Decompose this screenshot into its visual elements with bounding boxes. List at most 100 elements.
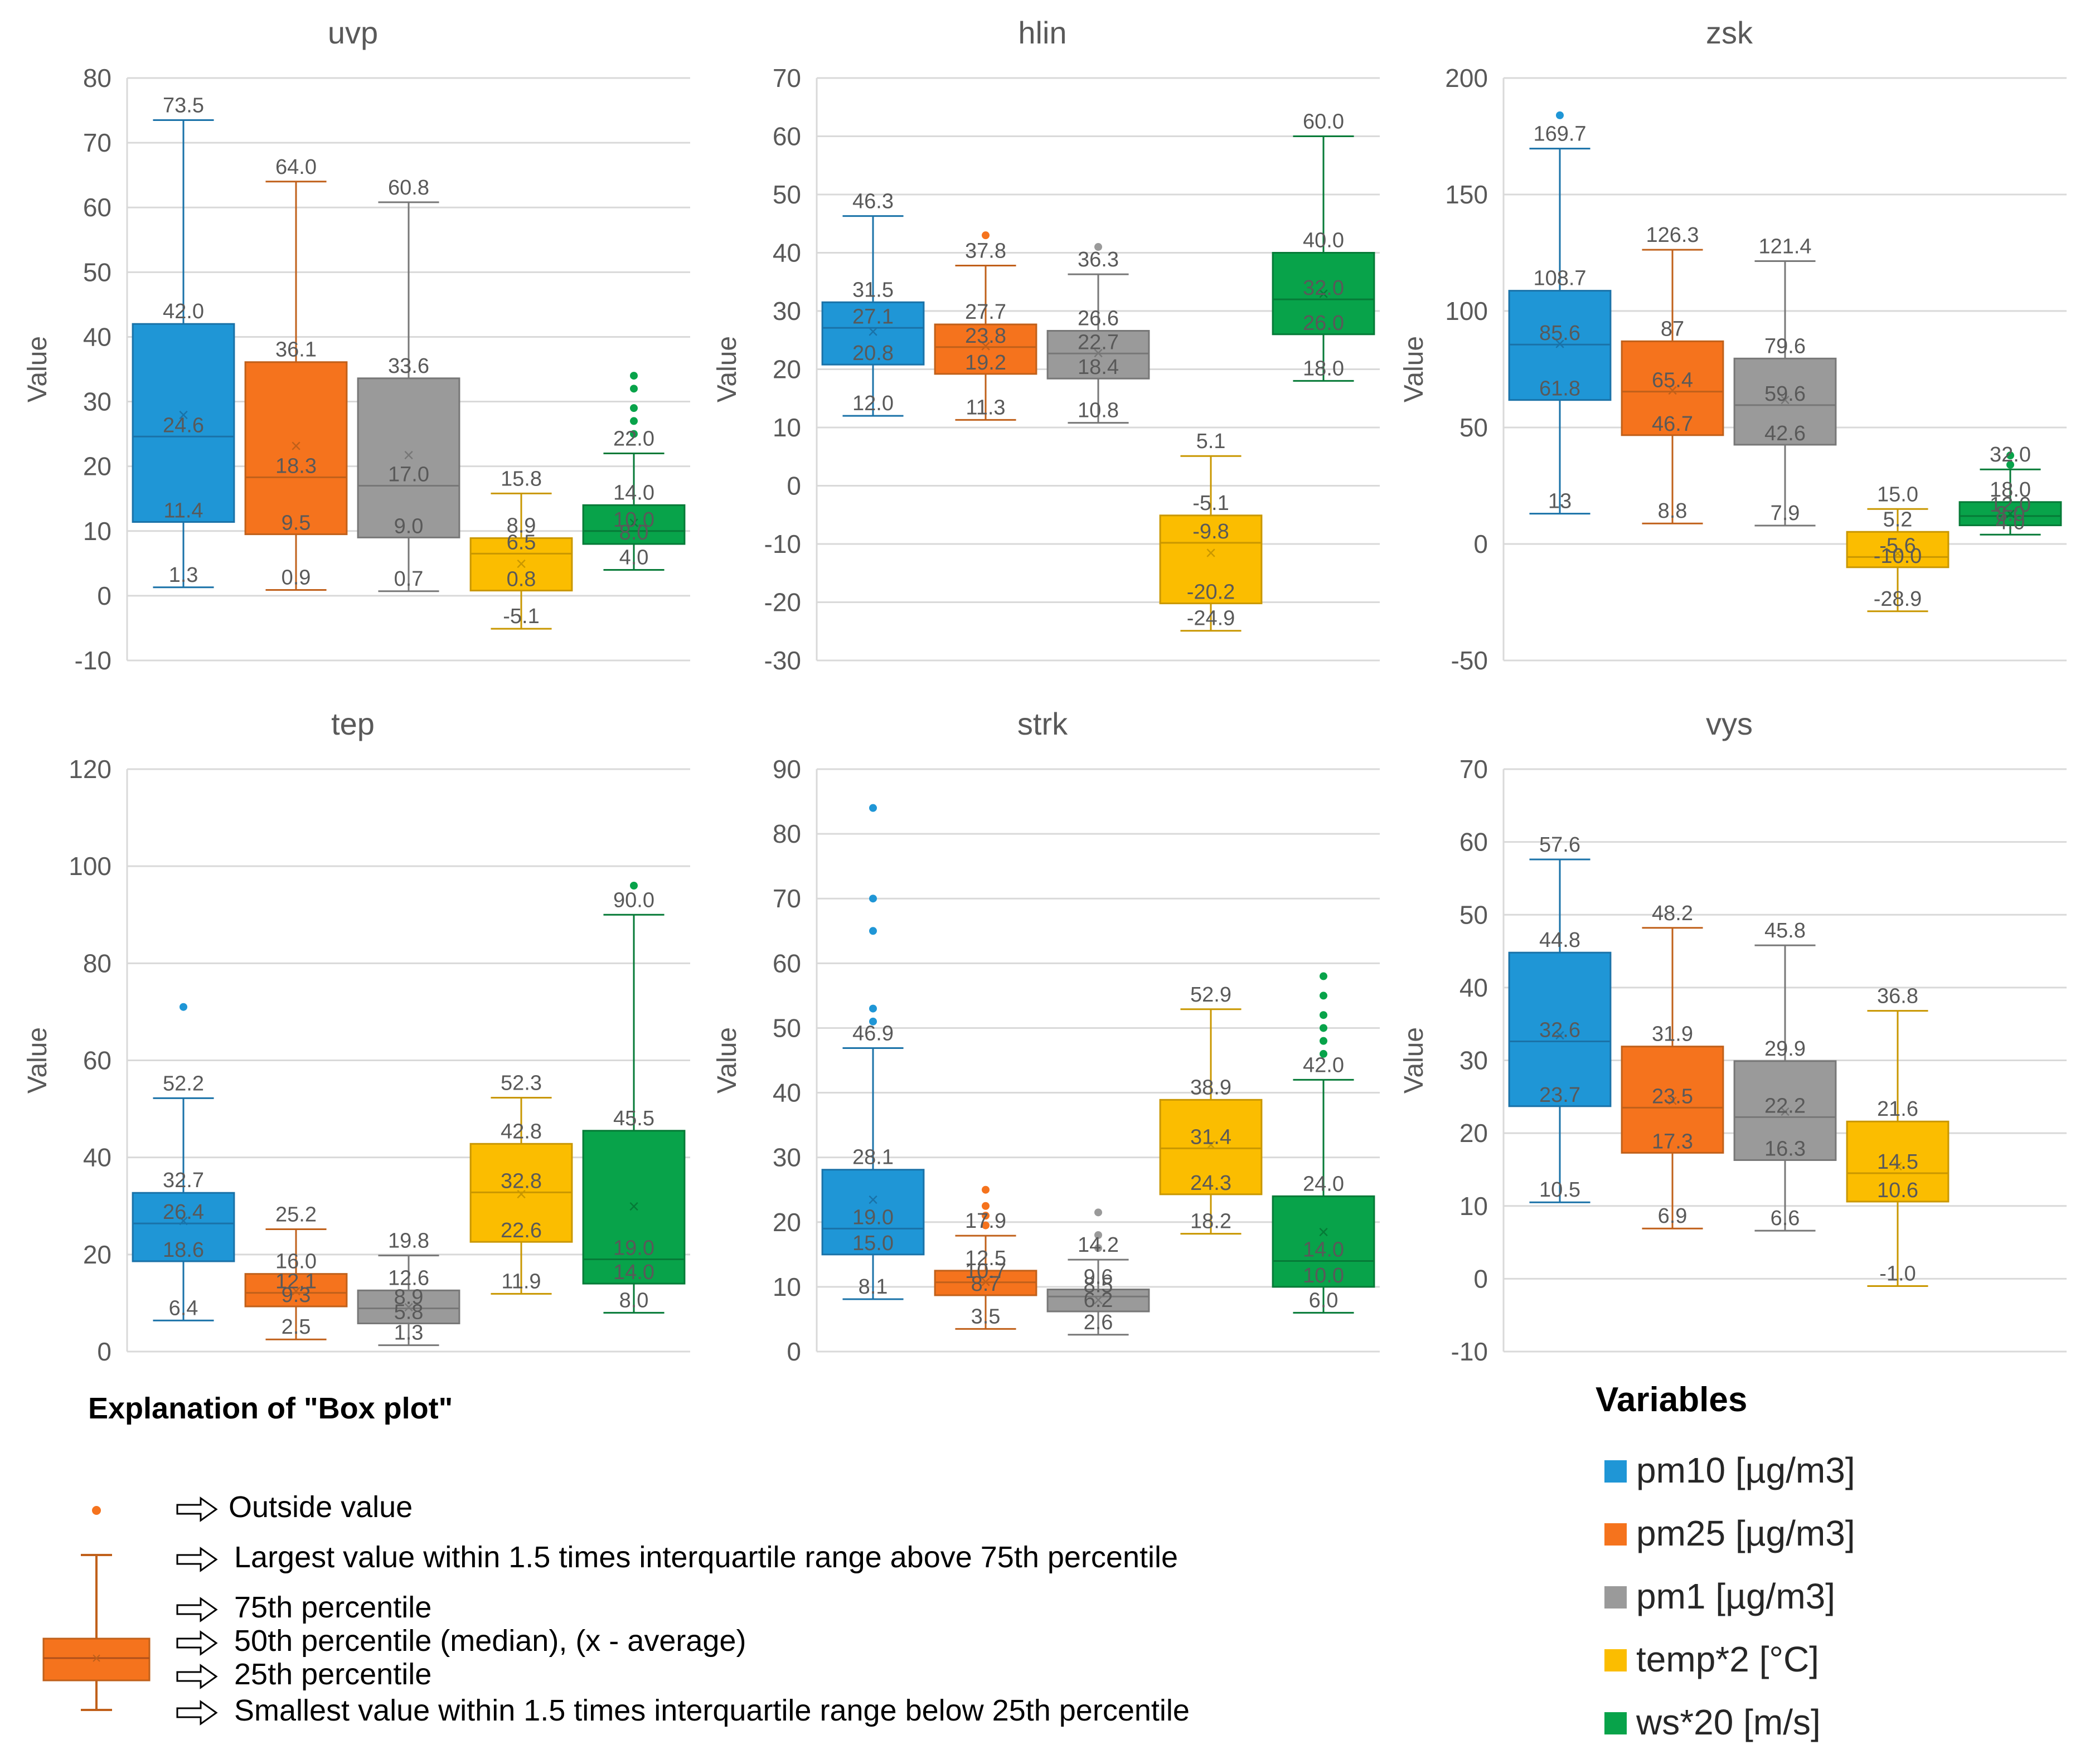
outlier-dot (1320, 1024, 1327, 1032)
legend-swatch (1604, 1460, 1627, 1483)
label-median: 23.5 (1652, 1085, 1693, 1108)
outlier-dot (630, 430, 638, 438)
explanation-outside-value: Outside value (229, 1490, 413, 1524)
label-median: 19.0 (613, 1237, 654, 1260)
box-temp: × 52.3 42.8 32.8 22.6 11.9 (469, 1072, 573, 1295)
box-pm10: × 73.5 42.0 24.6 11.4 1.3 (132, 94, 235, 589)
mean-marker: × (867, 322, 879, 343)
label-min: 0.7 (394, 567, 424, 591)
outlier-dot (630, 882, 638, 890)
label-min: 4.0 (1996, 511, 2025, 534)
label-q1: 26.0 (1303, 312, 1344, 335)
box-pm25: × 17.9 12.510.78.7 3.5 (934, 1185, 1037, 1330)
box-pm1: × 19.8 12.68.95.81.3 (357, 1230, 460, 1347)
y-tick-label: 40 (83, 1143, 111, 1172)
right-arrow-icon (176, 1630, 218, 1656)
legend-item-pm25: pm25 [µg/m3] (1604, 1513, 1855, 1553)
label-q1: 10.0 (1303, 1264, 1344, 1287)
box-temp: × 52.9 38.9 31.4 24.3 18.2 (1159, 983, 1263, 1235)
label-max: 42.0 (1303, 1053, 1344, 1077)
label-median: 17.0 (388, 463, 429, 487)
right-arrow-icon (176, 1496, 218, 1522)
y-tick-label: 80 (83, 64, 111, 93)
label-q3: 28.1 (852, 1146, 894, 1169)
y-tick-label: 50 (83, 257, 111, 286)
label-max: 64.0 (275, 155, 317, 179)
y-tick-label: 20 (83, 452, 111, 481)
box-ws: × 60.0 40.0 32.0 26.0 18.0 (1272, 110, 1375, 382)
y-tick-label: 60 (1459, 828, 1488, 857)
label-q1: 0.8 (507, 568, 536, 591)
panel-title: uvp (328, 15, 378, 50)
box-pm1: × 121.4 79.6 59.6 42.6 7.9 (1733, 235, 1837, 527)
label-q3: 24.0 (1303, 1172, 1344, 1196)
label-q3: 31.5 (852, 278, 894, 302)
legend-swatch (1604, 1523, 1627, 1546)
iqr-box (357, 1289, 460, 1324)
iqr-box (1272, 252, 1375, 336)
y-tick-label: 60 (773, 122, 801, 151)
label-max: 46.9 (852, 1022, 894, 1045)
y-tick-label: -10 (75, 646, 111, 675)
y-tick-label: 10 (773, 1272, 801, 1301)
label-median: 14.5 (1877, 1150, 1918, 1174)
label-median: 18.3 (275, 454, 317, 478)
label-q3: 27.7 (965, 300, 1006, 324)
iqr-box (821, 1169, 925, 1256)
example-outlier-dot (92, 1506, 101, 1515)
y-tick-label: 20 (1459, 1119, 1488, 1148)
outlier-dot (180, 1003, 187, 1011)
label-max: 5.1 (1196, 430, 1226, 453)
label-max: 57.6 (1539, 833, 1580, 857)
mean-marker: × (516, 553, 527, 575)
label-min: 18.2 (1190, 1210, 1231, 1233)
label-q3: 12.5 (965, 1247, 1006, 1270)
label-max: 45.8 (1764, 919, 1806, 942)
panel-title: hlin (1018, 15, 1066, 50)
iqr-box (1958, 501, 2062, 527)
y-tick-label: 70 (1459, 755, 1488, 784)
y-tick-label: -50 (1451, 646, 1488, 675)
legend-item-ws: ws*20 [m/s] (1604, 1702, 1821, 1742)
iqr-box (1621, 340, 1724, 436)
right-arrow-icon (176, 1597, 218, 1622)
iqr-box (1846, 531, 1950, 568)
outlier-dot (869, 1004, 877, 1013)
y-tick-label: 40 (773, 239, 801, 268)
label-q1: 46.7 (1652, 412, 1693, 436)
y-tick-label: -10 (764, 529, 801, 558)
y-tick-label: 0 (1473, 1264, 1488, 1293)
iqr-box (244, 1273, 348, 1308)
mean-marker: × (1667, 1090, 1678, 1111)
box-pm1: × 45.8 29.9 22.2 16.3 6.6 (1733, 919, 1837, 1232)
mean-marker: × (1892, 1156, 1903, 1177)
label-min: 8.1 (859, 1275, 888, 1299)
iqr-box (132, 323, 235, 523)
label-median: 65.4 (1652, 369, 1693, 392)
label-max: 36.8 (1877, 985, 1918, 1008)
label-q3: 16.0 (275, 1250, 317, 1274)
box-pm25: × 64.0 36.1 18.3 9.5 0.9 (244, 155, 348, 591)
mean-marker: × (1318, 284, 1329, 305)
box-pm10: × 57.6 44.8 32.6 23.7 10.5 (1508, 833, 1612, 1203)
mean-marker: × (867, 1189, 879, 1211)
label-min: 10.5 (1539, 1178, 1580, 1202)
mean-marker: × (2005, 504, 2016, 525)
y-tick-label: 20 (773, 1208, 801, 1237)
label-max: 169.7 (1533, 123, 1586, 146)
legend-item-pm1: pm1 [µg/m3] (1604, 1576, 1835, 1616)
label-q1: 23.7 (1539, 1083, 1580, 1107)
outlier-dot (982, 1221, 990, 1230)
label-q3: 31.9 (1652, 1023, 1693, 1046)
label-min: 6.9 (1658, 1204, 1687, 1228)
panel-title: tep (331, 706, 375, 741)
label-min: 2.5 (282, 1315, 311, 1339)
panel-uvp: uvp Value -10 0 10 20 30 40 50 60 70 80 × 73.5 42.0 24.… (23, 15, 690, 675)
outlier-dot (1320, 1049, 1327, 1058)
explanation-largest-value: Largest value within 1.5 times interquar… (234, 1541, 1178, 1574)
label-max: 17.9 (965, 1209, 1006, 1233)
y-tick-label: 0 (97, 581, 111, 610)
label-min: 8.0 (619, 1289, 649, 1312)
label-q1: 5.8 (394, 1300, 424, 1324)
